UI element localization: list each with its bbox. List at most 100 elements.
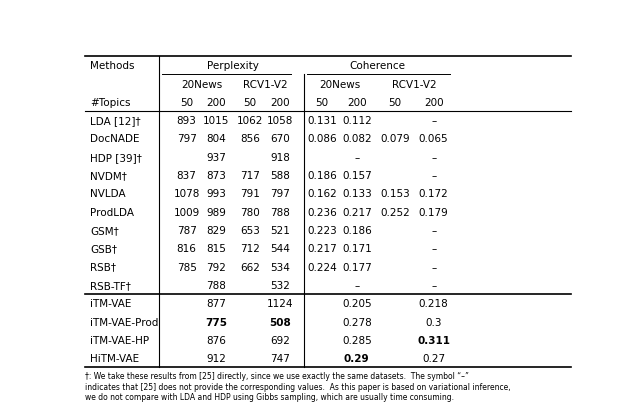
Text: 712: 712 xyxy=(240,244,260,254)
Text: 544: 544 xyxy=(270,244,290,254)
Text: 508: 508 xyxy=(269,317,291,327)
Text: Perplexity: Perplexity xyxy=(207,61,259,71)
Text: 0.112: 0.112 xyxy=(342,116,372,126)
Text: HiTM-VAE: HiTM-VAE xyxy=(90,353,139,363)
Text: 0.082: 0.082 xyxy=(342,134,372,144)
Text: 837: 837 xyxy=(177,171,196,181)
Text: 1124: 1124 xyxy=(267,299,293,308)
Text: –: – xyxy=(431,153,436,162)
Text: 877: 877 xyxy=(207,299,227,308)
Text: 804: 804 xyxy=(207,134,227,144)
Text: –: – xyxy=(354,153,360,162)
Text: iTM-VAE: iTM-VAE xyxy=(90,299,131,308)
Text: 0.205: 0.205 xyxy=(342,299,372,308)
Text: 856: 856 xyxy=(240,134,260,144)
Text: RCV1-V2: RCV1-V2 xyxy=(392,79,436,89)
Text: 918: 918 xyxy=(270,153,290,162)
Text: 0.153: 0.153 xyxy=(380,189,410,199)
Text: –: – xyxy=(431,225,436,236)
Text: –: – xyxy=(431,280,436,290)
Text: RCV1-V2: RCV1-V2 xyxy=(243,79,287,89)
Text: iTM-VAE-Prod: iTM-VAE-Prod xyxy=(90,317,158,327)
Text: 692: 692 xyxy=(270,335,290,345)
Text: –: – xyxy=(354,280,360,290)
Text: 0.285: 0.285 xyxy=(342,335,372,345)
Text: DocNADE: DocNADE xyxy=(90,134,140,144)
Text: #Topics: #Topics xyxy=(90,98,131,108)
Text: LDA [12]†: LDA [12]† xyxy=(90,116,141,126)
Text: 50: 50 xyxy=(244,98,257,108)
Text: HDP [39]†: HDP [39]† xyxy=(90,153,142,162)
Text: 785: 785 xyxy=(177,262,196,272)
Text: ProdLDA: ProdLDA xyxy=(90,207,134,217)
Text: RSB-TF†: RSB-TF† xyxy=(90,280,131,290)
Text: 0.217: 0.217 xyxy=(342,207,372,217)
Text: –: – xyxy=(431,244,436,254)
Text: 670: 670 xyxy=(270,134,290,144)
Text: 0.217: 0.217 xyxy=(307,244,337,254)
Text: 0.157: 0.157 xyxy=(342,171,372,181)
Text: 1015: 1015 xyxy=(204,116,230,126)
Text: RSB†: RSB† xyxy=(90,262,116,272)
Text: 50: 50 xyxy=(388,98,401,108)
Text: 791: 791 xyxy=(240,189,260,199)
Text: Coherence: Coherence xyxy=(350,61,406,71)
Text: 797: 797 xyxy=(270,189,290,199)
Text: 1062: 1062 xyxy=(237,116,263,126)
Text: 788: 788 xyxy=(207,280,227,290)
Text: 534: 534 xyxy=(270,262,290,272)
Text: 0.131: 0.131 xyxy=(307,116,337,126)
Text: NVLDA: NVLDA xyxy=(90,189,125,199)
Text: GSB†: GSB† xyxy=(90,244,117,254)
Text: iTM-VAE-HP: iTM-VAE-HP xyxy=(90,335,149,345)
Text: 815: 815 xyxy=(207,244,227,254)
Text: 662: 662 xyxy=(240,262,260,272)
Text: 20News: 20News xyxy=(181,79,222,89)
Text: 0.177: 0.177 xyxy=(342,262,372,272)
Text: 0.311: 0.311 xyxy=(417,335,450,345)
Text: 1078: 1078 xyxy=(173,189,200,199)
Text: 0.3: 0.3 xyxy=(426,317,442,327)
Text: –: – xyxy=(431,262,436,272)
Text: 532: 532 xyxy=(270,280,290,290)
Text: 0.171: 0.171 xyxy=(342,244,372,254)
Text: 653: 653 xyxy=(240,225,260,236)
Text: 0.224: 0.224 xyxy=(307,262,337,272)
Text: 788: 788 xyxy=(270,207,290,217)
Text: 0.179: 0.179 xyxy=(419,207,449,217)
Text: 0.186: 0.186 xyxy=(342,225,372,236)
Text: GSM†: GSM† xyxy=(90,225,118,236)
Text: 0.186: 0.186 xyxy=(307,171,337,181)
Text: 20News: 20News xyxy=(319,79,360,89)
Text: 792: 792 xyxy=(207,262,227,272)
Text: 0.079: 0.079 xyxy=(380,134,410,144)
Text: 937: 937 xyxy=(207,153,227,162)
Text: –: – xyxy=(431,116,436,126)
Text: 775: 775 xyxy=(205,317,227,327)
Text: 787: 787 xyxy=(177,225,196,236)
Text: 0.29: 0.29 xyxy=(344,353,369,363)
Text: 829: 829 xyxy=(207,225,227,236)
Text: 893: 893 xyxy=(177,116,196,126)
Text: NVDM†: NVDM† xyxy=(90,171,127,181)
Text: 0.218: 0.218 xyxy=(419,299,449,308)
Text: 521: 521 xyxy=(270,225,290,236)
Text: 50: 50 xyxy=(316,98,328,108)
Text: 200: 200 xyxy=(424,98,444,108)
Text: 816: 816 xyxy=(177,244,196,254)
Text: 0.252: 0.252 xyxy=(380,207,410,217)
Text: 912: 912 xyxy=(207,353,227,363)
Text: 1009: 1009 xyxy=(173,207,200,217)
Text: 989: 989 xyxy=(207,207,227,217)
Text: 780: 780 xyxy=(240,207,260,217)
Text: 797: 797 xyxy=(177,134,196,144)
Text: 0.162: 0.162 xyxy=(307,189,337,199)
Text: 876: 876 xyxy=(207,335,227,345)
Text: 717: 717 xyxy=(240,171,260,181)
Text: 993: 993 xyxy=(207,189,227,199)
Text: 200: 200 xyxy=(347,98,367,108)
Text: 747: 747 xyxy=(270,353,290,363)
Text: 588: 588 xyxy=(270,171,290,181)
Text: 0.065: 0.065 xyxy=(419,134,449,144)
Text: 50: 50 xyxy=(180,98,193,108)
